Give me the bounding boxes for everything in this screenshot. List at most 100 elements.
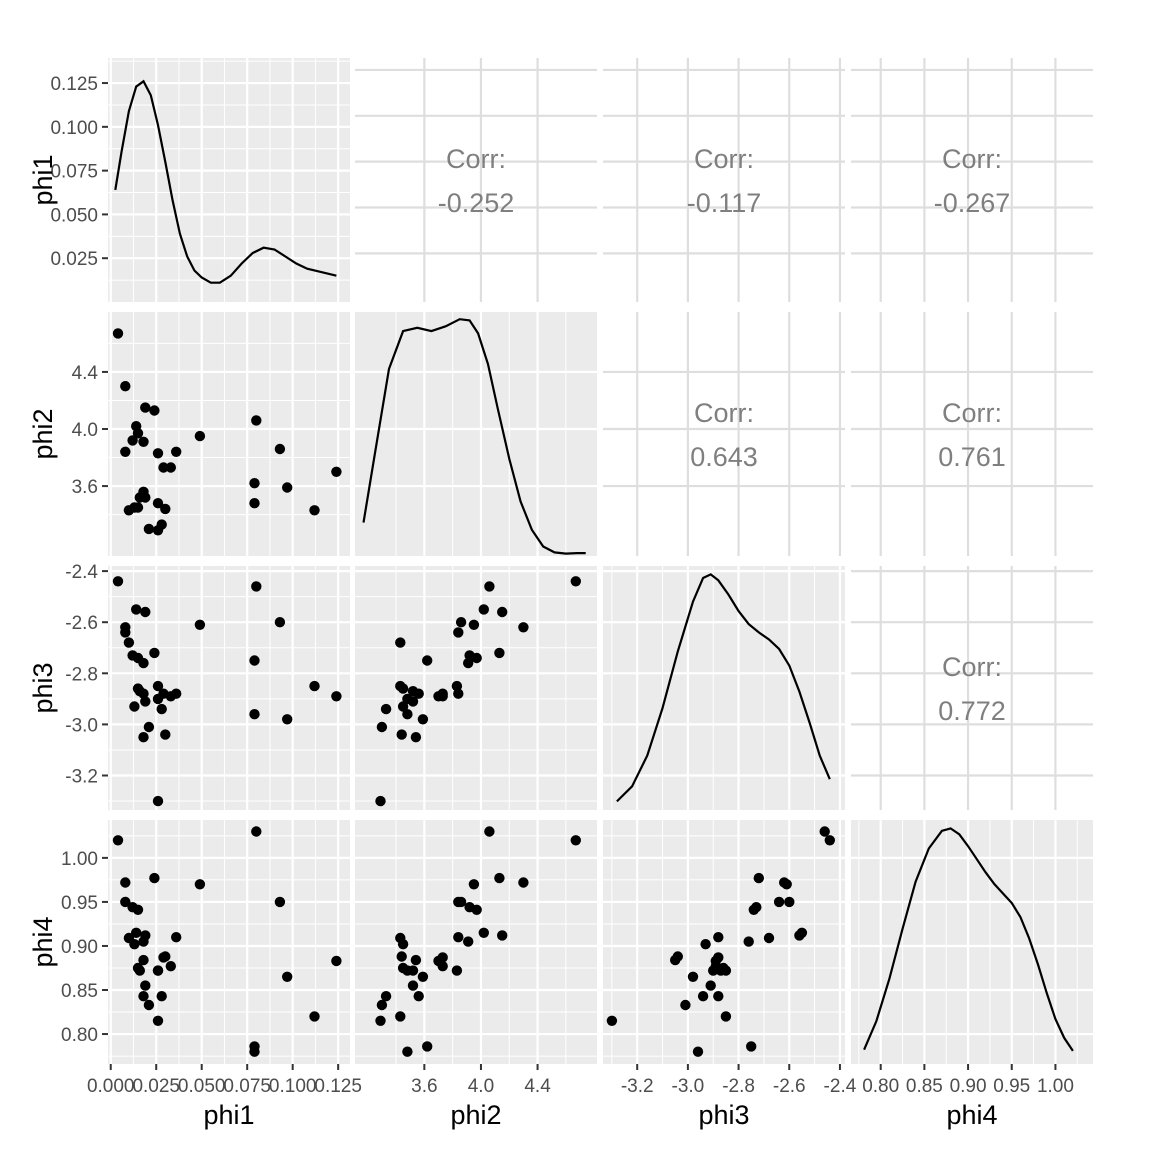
y-tick-label: 0.80 [61,1025,98,1046]
scatter-point [309,505,320,516]
scatter-point [194,619,206,630]
corr-value: -0.117 [687,188,762,218]
x-tick-label: -2.4 [824,1076,857,1097]
x-tick-label: 0.95 [993,1076,1030,1097]
density-curve-phi1 [114,79,337,284]
scatter-point [132,904,144,915]
scatter-point [375,1015,386,1026]
x-tick-label: 0.85 [906,1076,943,1097]
y-axis-title-phi2: phi2 [28,408,58,459]
y-tick-label: 0.050 [50,205,98,226]
y-axis-title-phi4: phi4 [28,916,58,967]
y-tick-label: -2.8 [65,664,98,685]
scatter-point [705,980,716,991]
density-curve-phi4 [863,827,1074,1052]
scatter-point [497,606,508,618]
panel-phi3-phi2 [355,566,597,810]
corr-label: Corr: [942,144,1002,174]
scatter-point [171,446,182,457]
y-tick-label: -3.0 [65,715,98,736]
scatter-point [397,701,409,712]
y-tick-label: -3.2 [65,767,98,788]
scatter-point [376,721,388,733]
scatter-point [282,714,293,725]
scatter-point [152,448,164,459]
corr-value: 0.772 [938,696,1006,726]
panel-phi3-phi4: Corr: 0.772 [851,566,1093,810]
x-tick-label: 3.6 [411,1076,437,1097]
scatter-point [433,691,444,702]
y-tick-label: 4.4 [72,363,99,384]
y-tick-label: 3.6 [72,477,98,498]
scatter-point [407,686,419,697]
scatter-point [123,637,135,648]
scatter-point [143,999,155,1011]
y-tick-label: 0.075 [50,162,98,183]
scatter-point [129,701,140,712]
scatter-point [518,622,529,633]
axes-layer: 0.0250.0500.0750.1000.125phi13.64.04.4ph… [28,74,1074,1130]
panel-phi2-phi3: Corr: 0.643 [603,312,845,556]
scatter-point [152,693,164,705]
corr-value: 0.643 [690,442,758,472]
scatter-point [422,655,433,666]
scatter-point [143,523,155,535]
x-tick-label: 0.100 [269,1076,317,1097]
scatter-point [120,877,131,888]
panel-background [851,312,1093,556]
scatter-point [120,627,131,638]
density-curve-phi3 [616,573,831,803]
scatter-point [140,980,151,991]
panel-phi1-phi3: Corr: -0.117 [603,58,845,302]
scatter-point [453,627,464,638]
corr-label: Corr: [942,398,1002,428]
panel-background [355,58,597,302]
scatter-point [397,962,409,974]
scatter-point [743,936,754,947]
scatter-point [713,991,724,1002]
scatter-point [402,1046,413,1057]
scatter-point [494,872,505,884]
scatter-point [112,328,124,339]
scatter-point [194,430,206,442]
scatter-point [138,991,149,1002]
corr-value: -0.252 [438,188,515,218]
scatter-point [753,872,764,884]
scatter-point [156,703,167,715]
corr-label: Corr: [446,144,506,174]
scatter-point [375,795,386,807]
scatter-point [471,652,482,664]
y-tick-label: 0.95 [61,893,98,914]
scatter-point [784,896,795,908]
corr-value: 0.761 [938,442,1006,472]
x-tick-label: -2.6 [773,1076,806,1097]
scatter-point [149,405,160,416]
scatter-point [570,576,581,587]
scatter-point [158,462,169,473]
scatter-point [331,466,342,477]
panel-phi4-phi1 [108,820,350,1064]
scatter-point [478,604,489,615]
scatter-point [396,951,407,962]
scatter-point [410,954,422,966]
scatter-point [687,971,699,982]
scatter-point [120,381,131,392]
scatter-point [402,693,413,705]
scatter-point [149,647,160,659]
x-axis-title-phi3: phi3 [698,1100,749,1130]
scatter-point [497,930,508,941]
scatter-point [720,1011,732,1022]
scatter-point [309,680,320,692]
scatter-point [152,965,164,976]
scatter-point [131,604,142,615]
scatter-point [156,991,167,1002]
scatter-point [138,657,149,669]
scatter-point [274,617,286,628]
scatter-point [309,1011,320,1022]
panel-phi3-phi3 [603,566,845,810]
y-tick-label: 0.025 [50,249,98,270]
scatter-point [710,955,721,967]
scatter-point [395,637,406,648]
panel-background [108,312,350,556]
scatter-point [152,1015,164,1026]
